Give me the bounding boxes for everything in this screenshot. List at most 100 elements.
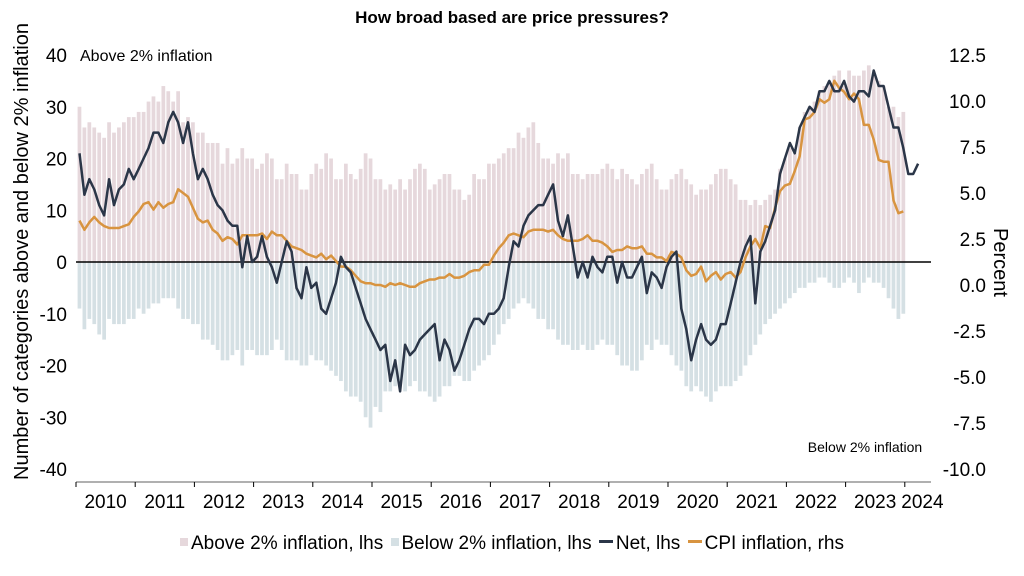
bar-below xyxy=(215,262,220,350)
bar-below xyxy=(649,262,654,350)
bar-below xyxy=(97,262,102,335)
bar-below xyxy=(595,262,600,345)
bar-above xyxy=(487,163,491,262)
bar-below xyxy=(344,262,348,392)
bar-above xyxy=(363,153,368,262)
bar-below xyxy=(334,262,338,376)
bar-below xyxy=(131,262,136,319)
annotation-below: Below 2% inflation xyxy=(808,439,922,455)
bar-above xyxy=(852,75,856,262)
bar-below xyxy=(516,262,521,304)
bar-above xyxy=(388,184,393,262)
y-axis-title-left: Number of categories above and below 2% … xyxy=(11,23,33,480)
bar-above xyxy=(857,75,861,262)
x-tick-label: 2010 xyxy=(84,492,126,513)
bar-below xyxy=(146,262,151,309)
bar-above xyxy=(684,179,689,262)
bar-below xyxy=(314,262,319,361)
bar-below xyxy=(176,262,180,309)
bar-above xyxy=(156,101,161,262)
bar-below xyxy=(842,262,846,283)
bar-below xyxy=(136,262,141,309)
bar-above xyxy=(141,111,146,262)
bar-below xyxy=(679,262,684,371)
bar-below xyxy=(467,262,472,382)
y-tick-label-left: 10 xyxy=(46,201,67,222)
bar-above xyxy=(373,179,378,262)
bar-below xyxy=(225,262,230,361)
bar-below xyxy=(748,262,753,356)
bar-below xyxy=(368,262,373,428)
bar-above xyxy=(235,158,240,262)
bar-below xyxy=(496,262,501,335)
bar-above xyxy=(728,179,733,262)
bar-below xyxy=(457,262,462,376)
bar-below xyxy=(768,262,772,319)
bar-below xyxy=(876,262,881,283)
bar-above xyxy=(699,189,703,262)
bar-below xyxy=(600,262,605,340)
bar-below xyxy=(492,262,496,345)
bar-above xyxy=(339,179,343,262)
bar-above xyxy=(447,174,452,262)
legend-swatch-above xyxy=(179,537,188,546)
bar-below xyxy=(901,262,906,314)
bar-below xyxy=(265,262,269,356)
x-tick-label: 2016 xyxy=(440,492,482,513)
bar-above xyxy=(334,179,338,262)
bar-above xyxy=(482,179,486,262)
bar-above xyxy=(694,194,698,262)
bar-above xyxy=(102,137,106,262)
bar-below xyxy=(837,262,842,288)
bar-below xyxy=(87,262,92,319)
bar-above xyxy=(590,174,595,262)
bar-above xyxy=(802,111,807,262)
bar-below xyxy=(738,262,743,376)
bar-below xyxy=(220,262,225,361)
bar-below xyxy=(773,262,777,314)
bar-above xyxy=(783,158,787,262)
bar-above xyxy=(733,184,738,262)
bar-above xyxy=(516,132,521,262)
bar-above xyxy=(87,122,92,263)
x-tick-label: 2011 xyxy=(144,492,185,513)
bar-below xyxy=(728,262,733,387)
bar-below xyxy=(279,262,284,350)
bar-below xyxy=(477,262,481,366)
bar-below xyxy=(659,262,664,345)
bar-below xyxy=(284,262,289,361)
bar-below xyxy=(482,262,486,361)
bar-below xyxy=(536,262,541,319)
bar-below xyxy=(694,262,698,387)
bar-below xyxy=(339,262,343,382)
bar-below xyxy=(191,262,195,325)
bar-above xyxy=(250,158,254,262)
bar-below xyxy=(294,262,299,361)
y-tick-label-left: -20 xyxy=(40,357,67,378)
bar-above xyxy=(748,205,753,262)
legend-label-below: Below 2% inflation, lhs xyxy=(401,533,592,554)
bar-above xyxy=(556,153,560,262)
bar-below xyxy=(373,262,378,407)
bar-above xyxy=(689,184,694,262)
bar-above xyxy=(644,168,649,262)
y-ticks-right: 12.5 10.0 7.5 5.0 2.5 0.0 -2.5 -5.0 -7.5 -10.0 xyxy=(943,46,986,481)
bar-below xyxy=(575,262,580,350)
bar-above xyxy=(566,153,570,262)
x-tick-label: 2020 xyxy=(676,492,718,513)
bar-below xyxy=(442,262,447,387)
bar-above xyxy=(649,163,654,262)
bars-below xyxy=(77,262,906,428)
bar-below xyxy=(274,262,279,340)
bar-below xyxy=(551,262,555,330)
bar-above xyxy=(265,153,269,262)
bar-above xyxy=(432,184,437,262)
bar-below xyxy=(255,262,259,356)
bar-below xyxy=(151,262,156,304)
bar-above xyxy=(427,189,432,262)
bar-below xyxy=(418,262,422,392)
bar-above xyxy=(418,163,422,262)
bar-below xyxy=(472,262,476,371)
bar-below xyxy=(590,262,595,350)
bar-above xyxy=(171,101,176,262)
